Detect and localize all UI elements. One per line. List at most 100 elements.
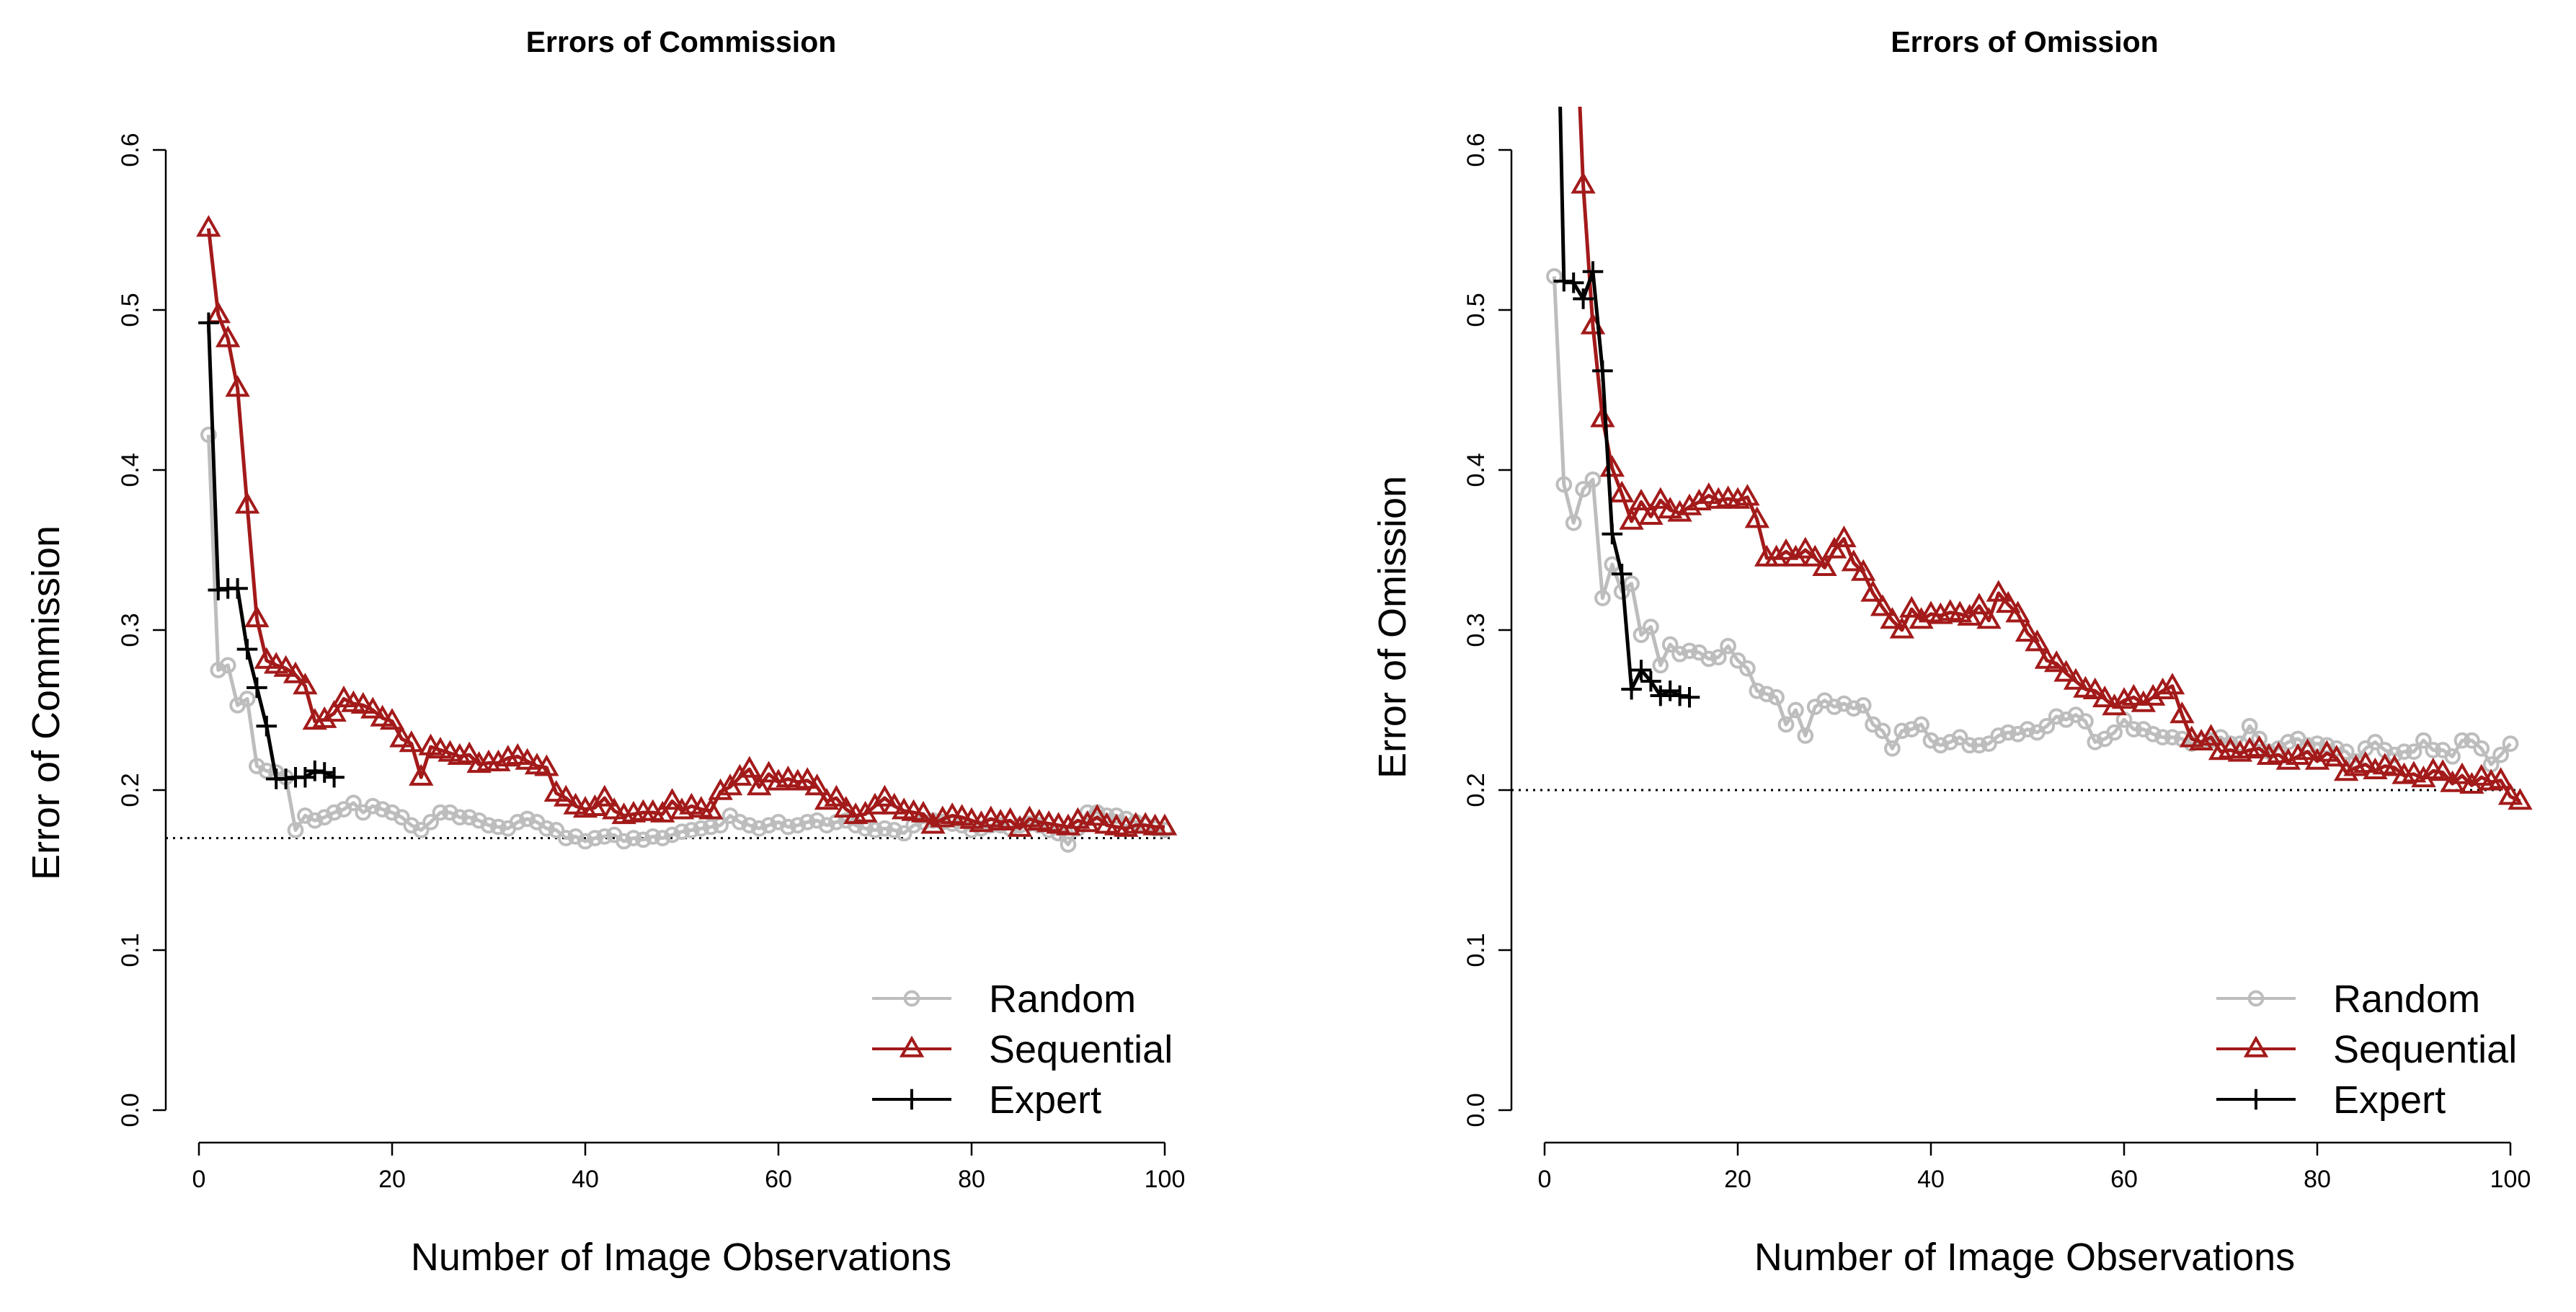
omission-sequential-point xyxy=(2053,660,2079,682)
commission-sequential-point xyxy=(225,375,250,397)
omission-sequential-point xyxy=(2015,619,2040,642)
commission-x-axis-label: Number of Image Observations xyxy=(411,1236,951,1279)
omission-sequential-point xyxy=(1909,607,1934,629)
commission-random-point xyxy=(750,820,768,837)
commission-sequential-point xyxy=(399,730,424,753)
commission-random-point xyxy=(635,831,652,848)
omission-random-point xyxy=(1643,619,1659,635)
omission-random-point xyxy=(1739,660,1756,677)
omission-x-tick-label: 20 xyxy=(1724,1166,1751,1193)
omission-sequential-point xyxy=(2082,677,2108,699)
omission-expert-point xyxy=(1563,272,1584,293)
omission-sequential-point xyxy=(2381,754,2407,776)
omission-random-point xyxy=(1546,268,1563,285)
commission-sequential-point xyxy=(1085,804,1110,826)
commission-random-point xyxy=(693,820,710,837)
omission-random-point xyxy=(1981,735,1997,752)
omission-random-point xyxy=(1700,650,1718,668)
commission-expert-point xyxy=(324,766,345,788)
commission-y-tick-label: 0.2 xyxy=(117,773,144,807)
commission-sequential-point xyxy=(543,779,569,802)
commission-random-point xyxy=(490,818,507,835)
commission-sequential-point xyxy=(737,755,762,778)
commission-sequential-point xyxy=(554,784,579,807)
commission-random-point xyxy=(741,817,758,834)
omission-sequential-point xyxy=(2285,743,2311,765)
commission-random-point xyxy=(616,833,632,850)
commission-random-point xyxy=(306,812,324,829)
omission-random-point xyxy=(1884,740,1901,757)
omission-random-point xyxy=(1893,722,1911,740)
omission-x-tick-label: 100 xyxy=(2490,1166,2531,1193)
omission-sequential-point xyxy=(2430,759,2456,781)
omission-expert-point xyxy=(1659,681,1681,701)
commission-sequential-point xyxy=(746,774,772,796)
commission-random-point xyxy=(876,820,893,837)
omission-random-point xyxy=(2396,743,2412,761)
omission-sequential-point xyxy=(1850,559,1876,581)
omission-sequential-point xyxy=(2159,673,2185,695)
commission-sequential-point xyxy=(814,788,840,810)
commission-sequential-point xyxy=(505,743,530,765)
commission-sequential-point xyxy=(534,754,559,776)
omission-sequential-point xyxy=(1986,580,2012,602)
commission-random-point xyxy=(895,825,912,842)
omission-sequential-point xyxy=(1735,484,1760,506)
commission-random-point xyxy=(480,817,497,834)
legend-expert-label: Expert xyxy=(989,1078,1101,1122)
commission-random-point xyxy=(625,830,642,846)
omission-random-point xyxy=(1729,652,1746,669)
omission-random-point xyxy=(1720,637,1736,655)
omission-random-point xyxy=(1768,688,1785,706)
omission-y-tick-label: 0.6 xyxy=(1462,133,1490,167)
omission-random-point xyxy=(2019,721,2036,737)
commission-sequential-point xyxy=(708,778,733,800)
commission-sequential-point xyxy=(659,788,685,810)
commission-sequential-point xyxy=(515,748,540,770)
omission-sequential-point xyxy=(2005,600,2030,623)
commission-random-point xyxy=(394,809,410,826)
commission-sequential-point xyxy=(1055,813,1081,835)
commission-sequential-point xyxy=(215,325,241,347)
commission-sequential-point xyxy=(930,805,955,828)
omission-sequential-point xyxy=(1821,536,1847,559)
omission-sequential-point xyxy=(2102,693,2127,716)
omission-random-point xyxy=(1633,626,1650,644)
omission-sequential-point xyxy=(1793,536,1818,559)
omission-sequential-point xyxy=(2025,629,2050,652)
legend-expert-label: Expert xyxy=(2333,1078,2446,1122)
omission-sequential-point xyxy=(2508,788,2533,810)
omission-sequential-point xyxy=(2324,745,2350,767)
commission-random-point xyxy=(644,828,662,845)
commission-random-point xyxy=(596,828,613,845)
commission-sequential-point xyxy=(669,797,695,820)
omission-sequential-point xyxy=(1860,580,1886,602)
commission-random-point xyxy=(461,809,478,826)
omission-sequential-point xyxy=(2469,763,2495,786)
commission-sequential-point xyxy=(804,774,830,796)
omission-random-point xyxy=(1787,701,1804,719)
commission-y-tick-label: 0.6 xyxy=(117,133,144,167)
commission-expert-point xyxy=(236,639,258,660)
omission-sequential-point xyxy=(2401,761,2427,783)
commission-x-tick-label: 60 xyxy=(765,1166,792,1193)
commission-sequential-point xyxy=(409,763,434,786)
commission-random-point xyxy=(1060,836,1077,853)
commission-random-point xyxy=(364,797,381,815)
commission-random-point xyxy=(287,822,304,838)
commission-y-tick-label: 0.0 xyxy=(117,1093,144,1127)
commission-random-point xyxy=(219,657,236,674)
commission-sequential-point xyxy=(795,767,820,789)
omission-random-point xyxy=(1575,481,1591,497)
commission-sequential-point xyxy=(872,784,897,807)
commission-random-point xyxy=(664,826,680,843)
omission-x-axis-label: Number of Image Observations xyxy=(1754,1236,2295,1279)
legend-random-swatch-marker xyxy=(2247,990,2265,1007)
omission-random-point xyxy=(1671,645,1688,662)
omission-sequential-point xyxy=(1696,482,1722,505)
commission-expert-point xyxy=(227,577,248,599)
omission-random-point xyxy=(2164,729,2181,746)
omission-sequential-point xyxy=(1841,549,1867,572)
commission-sequential-point xyxy=(592,784,617,807)
legend-random-label: Random xyxy=(989,978,1136,1021)
